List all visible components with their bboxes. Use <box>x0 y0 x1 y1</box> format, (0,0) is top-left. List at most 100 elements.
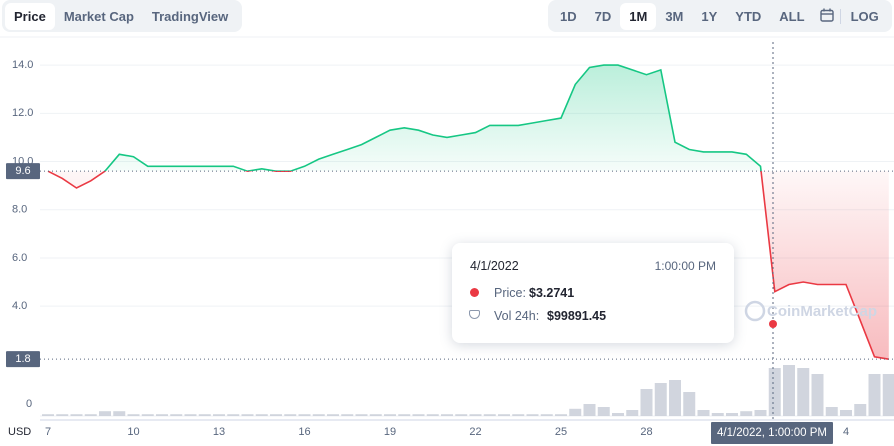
tab[interactable]: Price <box>5 2 55 30</box>
volume-bar <box>669 380 681 416</box>
volume-bar <box>298 414 311 416</box>
volume-bar <box>540 414 553 416</box>
tab[interactable]: TradingView <box>151 8 229 24</box>
volume-bar <box>84 414 97 416</box>
volume-bar <box>797 368 810 416</box>
x-tick-label: 19 <box>384 426 396 438</box>
volume-bar <box>113 411 126 416</box>
x-tick-label: 22 <box>469 426 481 438</box>
volume-bar <box>825 407 838 416</box>
watermark-logo <box>744 300 766 322</box>
volume-bar <box>99 411 111 416</box>
volume-bar <box>170 414 183 416</box>
tab[interactable]: Market Cap <box>63 8 134 24</box>
volume-bar <box>569 408 582 416</box>
y-tick-label: 6.0 <box>12 252 27 264</box>
y2-tick-label: 0 <box>26 398 32 410</box>
crosshair-label: 4/1/2022, 1:00:00 PM <box>717 427 827 439</box>
volume-bar <box>840 410 852 416</box>
volume-bar <box>555 414 567 416</box>
volume-bar <box>469 414 482 416</box>
volume-bar <box>341 414 354 416</box>
calendar-button[interactable] <box>814 2 840 31</box>
volume-bar <box>426 414 439 416</box>
volume-bar <box>198 414 211 416</box>
volume-bar <box>597 407 610 416</box>
volume-bar <box>868 374 881 416</box>
volume-bar <box>156 414 168 416</box>
x-tick-label: 16 <box>298 426 310 438</box>
last-price-label: 1.8 <box>15 353 30 365</box>
volume-label: Vol 24h: <box>494 309 540 323</box>
watermark: CoinMarketCap <box>767 303 877 320</box>
volume-bar <box>455 414 468 416</box>
volume-bar <box>882 374 894 416</box>
tooltip-date: 4/1/2022 <box>470 259 519 273</box>
volume-bar <box>284 414 297 416</box>
range-button[interactable]: 1D <box>560 8 577 24</box>
volume-bar <box>726 413 738 416</box>
volume-bar <box>683 392 696 416</box>
range-group: 1D 7D 1M 3M 1Y YTD ALL LOG <box>548 0 892 32</box>
volume-bar <box>355 414 368 416</box>
price-value: $3.2741 <box>529 286 575 300</box>
volume-bar <box>441 414 453 416</box>
volume-bar <box>754 410 767 416</box>
volume-bar <box>526 414 539 416</box>
range-button[interactable]: YTD <box>735 8 762 24</box>
crosshair-badge <box>711 422 833 444</box>
range-button[interactable]: 1M <box>620 2 657 30</box>
volume-bar <box>483 414 496 416</box>
crosshair-dot <box>769 320 777 328</box>
range-button[interactable]: ALL <box>779 8 805 24</box>
price-line <box>47 64 889 360</box>
tooltip: 4/1/2022 1:00:00 PM Price: $3.2741 Vol 2… <box>452 243 734 343</box>
y-tick-label: 8.0 <box>12 204 27 216</box>
volume-bar <box>768 368 781 416</box>
range-button[interactable]: 7D <box>594 8 612 24</box>
volume-bar <box>512 414 525 416</box>
last-price-badge <box>6 351 40 368</box>
volume-bar <box>654 383 667 416</box>
volume-bar <box>783 365 795 416</box>
volume-bar <box>640 389 653 416</box>
volume-bar <box>612 413 624 416</box>
price-label: Price: <box>494 286 526 300</box>
volume-bar <box>711 413 724 416</box>
y-tick-label: 12.0 <box>12 107 33 119</box>
baseline-label: 9.6 <box>15 165 30 177</box>
volume-bar <box>740 411 753 416</box>
volume-bar <box>141 414 154 416</box>
tab-group: Price Market Cap TradingView <box>2 0 242 32</box>
volume-bar <box>184 414 197 416</box>
volume-bar <box>127 414 140 416</box>
volume-bar <box>213 414 225 416</box>
volume-bar <box>241 414 254 416</box>
x-tick-label: 4 <box>843 426 849 438</box>
y-tick-label: 14.0 <box>12 59 33 71</box>
y-tick-label: 4.0 <box>12 300 27 312</box>
volume-bar <box>398 414 411 416</box>
x-tick-label: 25 <box>555 426 567 438</box>
x-tick-label: 7 <box>45 426 51 438</box>
tooltip-time: 1:00:00 PM <box>654 259 716 273</box>
range-button[interactable]: 3M <box>665 8 684 24</box>
baseline-badge <box>6 163 40 180</box>
volume-bar <box>412 414 425 416</box>
log-button[interactable]: LOG <box>839 8 879 24</box>
calendar-icon <box>819 8 834 22</box>
volume-bar <box>227 414 240 416</box>
volume-bar <box>255 414 268 416</box>
volume-bar <box>42 414 54 416</box>
range-button[interactable]: 1Y <box>701 8 718 24</box>
x-tick-label: 13 <box>213 426 225 438</box>
volume-bar <box>70 414 83 416</box>
volume-bar <box>697 410 710 416</box>
volume-bar <box>384 414 396 416</box>
volume-bar <box>56 414 69 416</box>
currency-label: USD <box>8 426 31 438</box>
volume-bar <box>312 414 325 416</box>
x-tick-label: 10 <box>127 426 139 438</box>
